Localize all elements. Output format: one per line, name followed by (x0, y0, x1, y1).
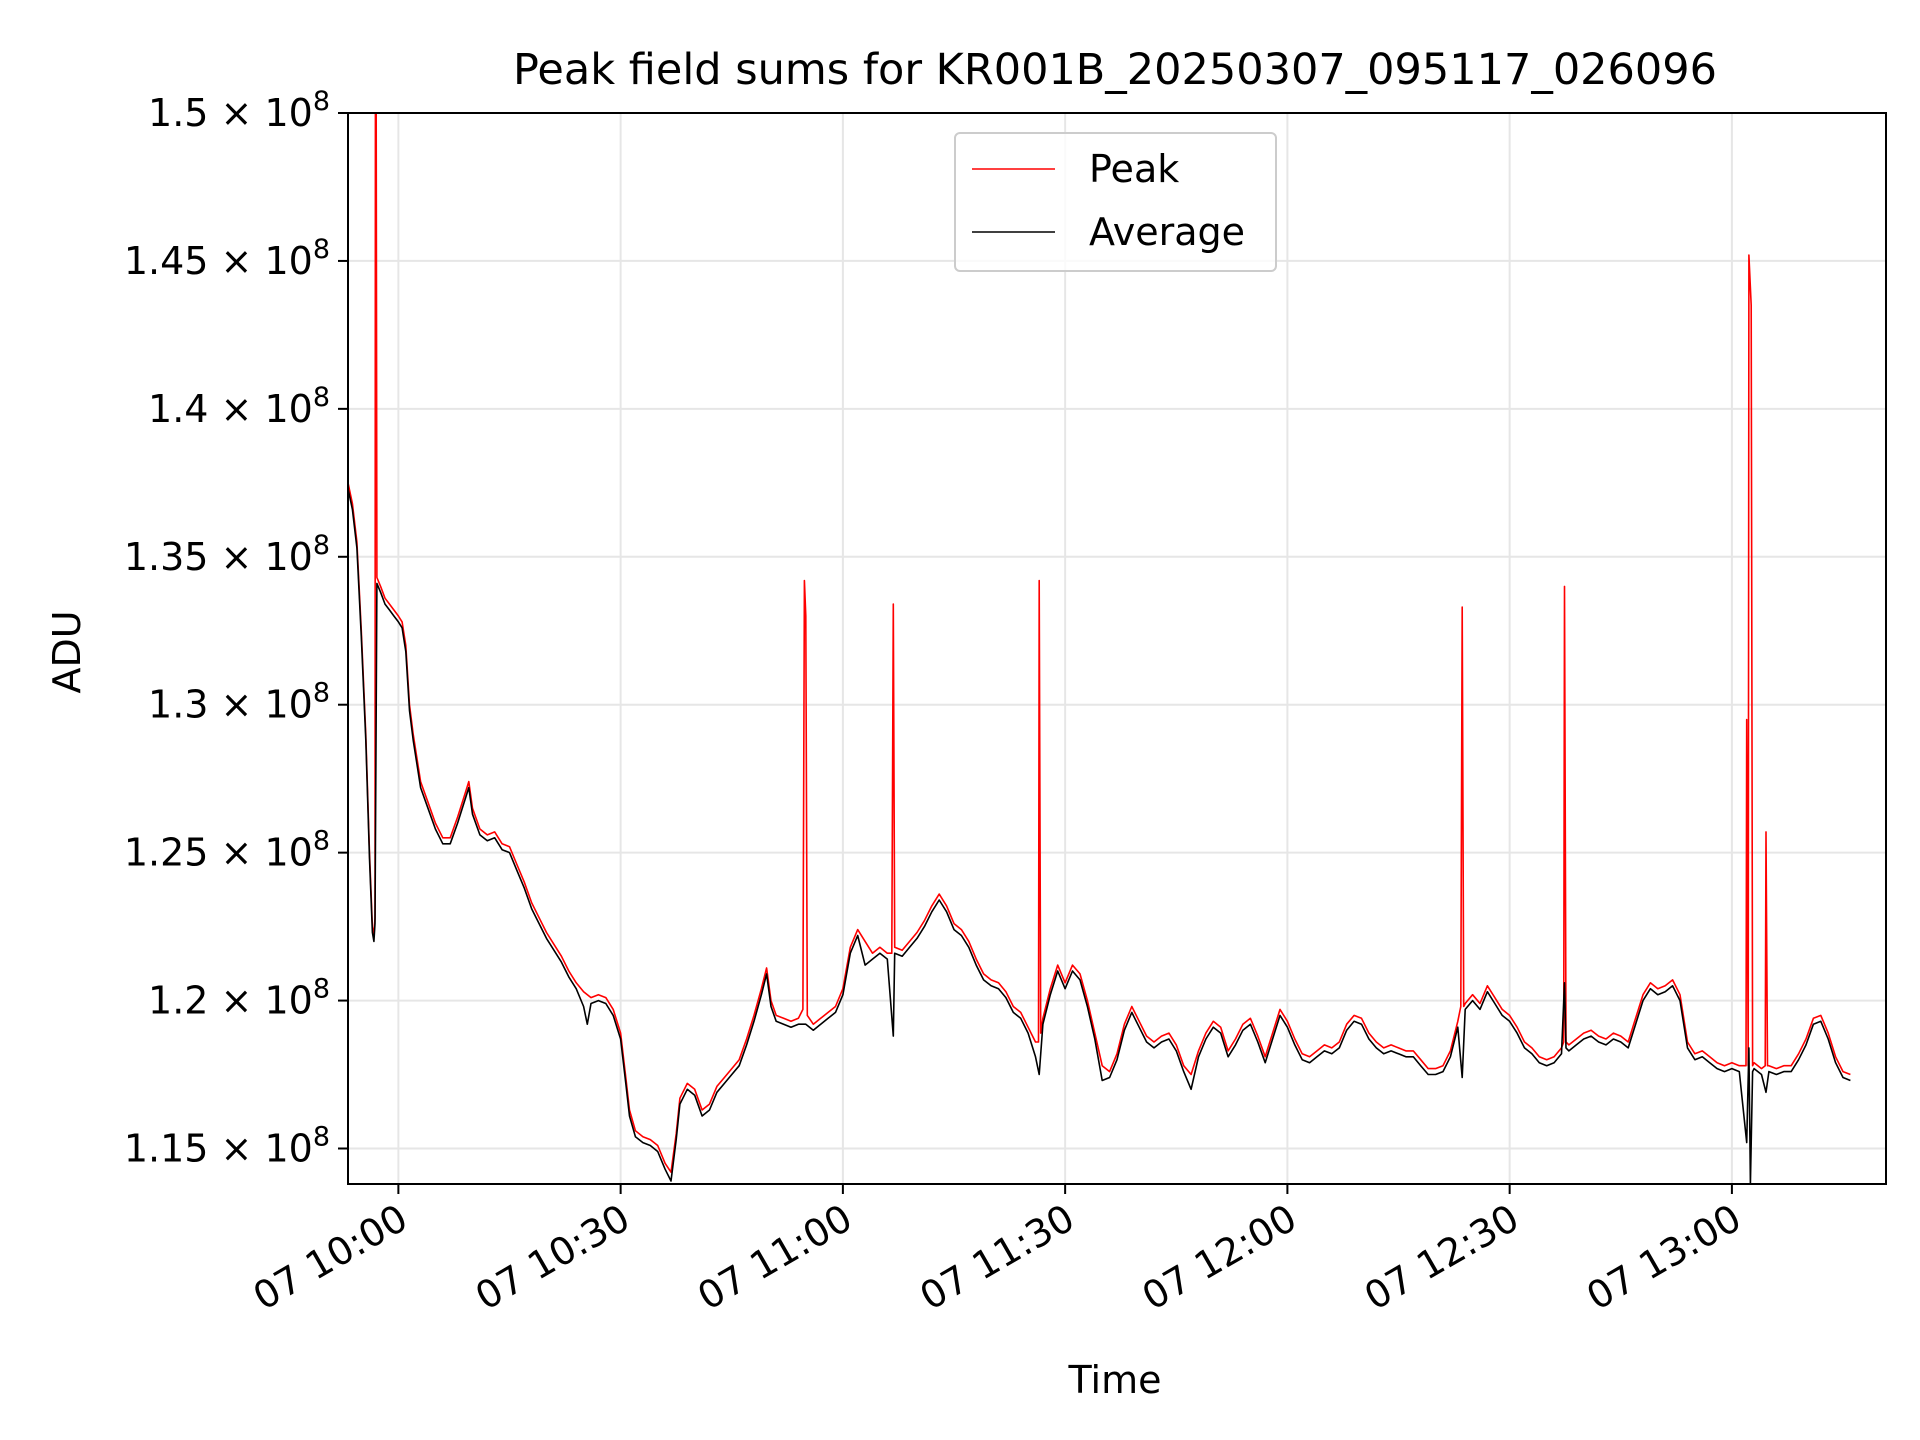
legend-box (954, 132, 1277, 272)
legend: Peak Average (954, 132, 1277, 272)
chart-title: Peak field sums for KR001B_20250307_0951… (513, 45, 1717, 95)
y-tick-label: 1.15 × 108 (124, 1121, 330, 1170)
x-axis-label: Time (1068, 1358, 1162, 1402)
y-tick-label: 1.5 × 108 (148, 86, 330, 135)
y-tick-label: 1.4 × 108 (148, 382, 330, 431)
y-tick-label: 1.3 × 108 (148, 678, 330, 727)
y-tick-label: 1.25 × 108 (124, 826, 330, 875)
plot-area (348, 113, 1851, 1184)
legend-label-average: Average (1089, 210, 1245, 254)
series-line-average (348, 488, 1851, 1184)
y-axis-label: ADU (45, 610, 89, 693)
y-tick-label: 1.35 × 108 (124, 530, 330, 579)
series-line-peak (348, 113, 1851, 1173)
y-tick-label: 1.45 × 108 (124, 234, 330, 283)
y-tick-label: 1.2 × 108 (148, 974, 330, 1023)
legend-label-peak: Peak (1089, 147, 1179, 191)
plot-frame (347, 112, 1887, 1185)
